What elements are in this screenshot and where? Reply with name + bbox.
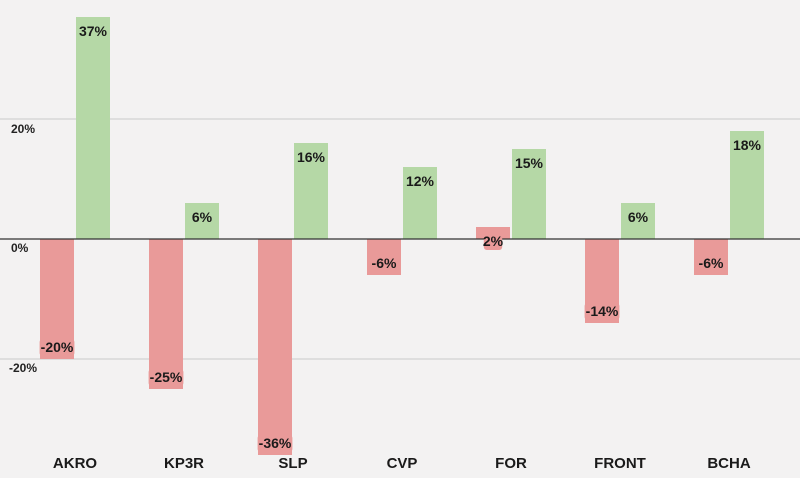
value-label-bg [406, 173, 434, 190]
value-label-bg [257, 435, 293, 452]
value-label-green-front: 6% [628, 209, 649, 225]
y-tick-label: -20% [9, 361, 37, 375]
value-label-red-slp: -36% [259, 435, 292, 451]
value-label-green-slp: 16% [297, 149, 326, 165]
value-label-red-kp3r: -25% [150, 369, 183, 385]
value-label-bg [370, 255, 398, 272]
category-label-cvp: CVP [387, 455, 418, 472]
grid-lines [0, 118, 800, 360]
value-label-red-akro: -20% [41, 339, 74, 355]
category-label-akro: AKRO [53, 455, 97, 472]
value-label-green-cvp: 12% [406, 173, 435, 189]
value-label-bg [733, 137, 761, 154]
category-label-front: FRONT [594, 455, 646, 472]
value-label-red-front: -14% [586, 303, 619, 319]
y-tick-label: 0% [11, 241, 29, 255]
y-tick-label: 20% [11, 122, 35, 136]
value-label-red-for: 2% [483, 233, 504, 249]
value-labels: -20% 37% -25% 6% -36% 16% -6% 12% 2% 15% -14% 6% -6%… [39, 23, 762, 452]
category-label-kp3r: KP3R [164, 455, 204, 472]
value-label-bg [297, 149, 325, 166]
value-label-green-kp3r: 6% [192, 209, 213, 225]
value-label-red-cvp: -6% [372, 255, 397, 271]
category-labels: AKRO KP3R SLP CVP FOR FRONT BCHA [53, 455, 751, 472]
value-label-bg [628, 209, 648, 226]
bars [40, 17, 764, 455]
value-label-bg [697, 255, 725, 272]
value-label-red-bcha: -6% [699, 255, 724, 271]
value-label-bg [483, 233, 503, 250]
bar-green-akro [76, 17, 110, 239]
value-label-bg [79, 23, 107, 40]
y-axis-ticks: 20% 0% -20% [9, 122, 37, 375]
value-label-green-bcha: 18% [733, 137, 762, 153]
category-label-bcha: BCHA [707, 455, 750, 472]
value-label-bg [148, 369, 184, 386]
bar-red-slp [258, 239, 292, 455]
bar-red-kp3r [149, 239, 183, 389]
value-label-green-for: 15% [515, 155, 544, 171]
value-label-bg [584, 303, 620, 320]
value-label-bg [192, 209, 212, 226]
category-label-for: FOR [495, 455, 527, 472]
value-label-bg [515, 155, 543, 172]
value-label-green-akro: 37% [79, 23, 108, 39]
value-label-bg [39, 339, 75, 356]
category-label-slp: SLP [278, 455, 307, 472]
